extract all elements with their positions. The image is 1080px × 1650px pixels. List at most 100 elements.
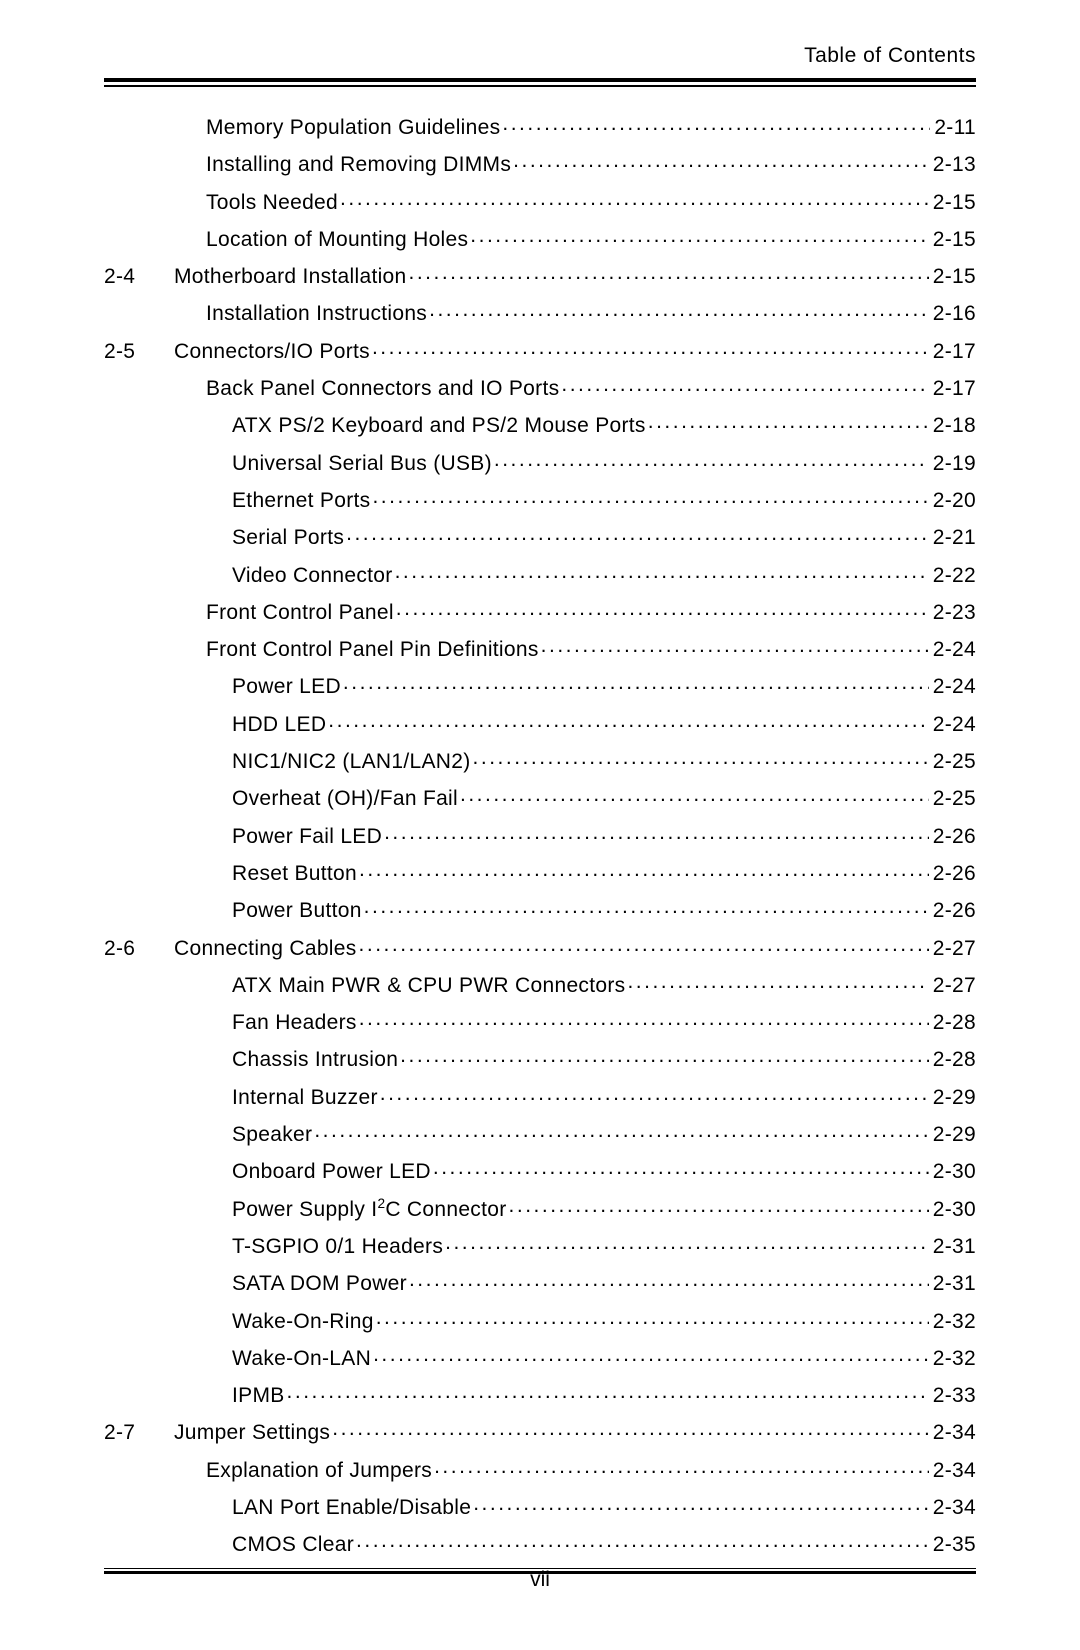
toc-row: Back Panel Connectors and IO Ports 2-17: [104, 374, 976, 399]
toc-entry-title: Speaker: [232, 1124, 312, 1145]
toc-leader-dots: [364, 896, 929, 917]
toc-row: Location of Mounting Holes2-15: [104, 225, 976, 250]
toc-leader-dots: [376, 1307, 929, 1328]
toc-entry-title: Explanation of Jumpers: [206, 1460, 432, 1481]
toc-entry-title: Front Control Panel Pin Definitions: [206, 639, 539, 660]
toc-row: Wake-On-LAN2-32: [104, 1344, 976, 1369]
toc-entry-title: LAN Port Enable/Disable: [232, 1497, 471, 1518]
toc-leader-dots: [384, 822, 929, 843]
toc-entry-title: IPMB: [232, 1385, 285, 1406]
toc-page-ref: 2-17: [931, 378, 976, 399]
toc-page-ref: 2-32: [931, 1348, 976, 1369]
toc-page-ref: 2-24: [931, 676, 976, 697]
toc-page-ref: 2-34: [931, 1497, 976, 1518]
toc-row: NIC1/NIC2 (LAN1/LAN2)2-25: [104, 747, 976, 772]
toc-page-ref: 2-34: [931, 1460, 976, 1481]
toc-row: Reset Button 2-26: [104, 859, 976, 884]
toc-leader-dots: [328, 710, 928, 731]
toc-entry-title: Video Connector: [232, 565, 393, 586]
toc-leader-dots: [287, 1381, 929, 1402]
toc-entry-title: Fan Headers: [232, 1012, 357, 1033]
toc-entry-title: Motherboard Installation: [174, 266, 407, 287]
toc-entry-title: Onboard Power LED: [232, 1161, 431, 1182]
toc-page-ref: 2-25: [931, 788, 976, 809]
toc-row: Internal Buzzer 2-29: [104, 1083, 976, 1108]
toc-leader-dots: [433, 1157, 929, 1178]
toc-page-ref: 2-34: [931, 1422, 976, 1443]
toc-page-ref: 2-26: [931, 900, 976, 921]
toc-entry-title: Chassis Intrusion: [232, 1049, 398, 1070]
toc-leader-dots: [332, 1418, 929, 1439]
toc-section-number: 2-4: [104, 266, 174, 287]
toc-page-ref: 2-29: [931, 1087, 976, 1108]
toc-page-ref: 2-15: [931, 229, 976, 250]
toc-page-ref: 2-13: [931, 154, 976, 175]
toc-page-ref: 2-27: [931, 938, 976, 959]
toc-row: Wake-On-Ring2-32: [104, 1307, 976, 1332]
toc-page-ref: 2-15: [931, 192, 976, 213]
toc-page-ref: 2-26: [931, 863, 976, 884]
toc-leader-dots: [509, 1195, 929, 1216]
page-header-title: Table of Contents: [104, 44, 976, 68]
toc-entry-title: Internal Buzzer: [232, 1087, 378, 1108]
toc-section-number: 2-5: [104, 341, 174, 362]
toc-entry-title: Serial Ports: [232, 527, 344, 548]
toc-entry-title: SATA DOM Power: [232, 1273, 407, 1294]
toc-leader-dots: [473, 1493, 929, 1514]
toc-leader-dots: [648, 411, 929, 432]
toc-leader-dots: [380, 1083, 929, 1104]
toc-page-ref: 2-24: [931, 714, 976, 735]
toc-page-ref: 2-18: [931, 415, 976, 436]
toc-page-ref: 2-29: [931, 1124, 976, 1145]
toc-page-ref: 2-20: [931, 490, 976, 511]
toc-leader-dots: [494, 449, 929, 470]
toc-row: Video Connector2-22: [104, 561, 976, 586]
toc-leader-dots: [460, 784, 929, 805]
toc-page-ref: 2-17: [931, 341, 976, 362]
toc-leader-dots: [470, 225, 928, 246]
toc-row: Front Control Panel2-23: [104, 598, 976, 623]
toc-section-number: 2-6: [104, 938, 174, 959]
toc-leader-dots: [561, 374, 928, 395]
toc-page-ref: 2-24: [931, 639, 976, 660]
toc-leader-dots: [395, 561, 929, 582]
header-rule: [104, 78, 976, 87]
toc-page-ref: 2-30: [931, 1199, 976, 1220]
toc-row: Installation Instructions2-16: [104, 299, 976, 324]
toc-page-ref: 2-15: [931, 266, 976, 287]
toc-leader-dots: [400, 1045, 929, 1066]
toc-row: Memory Population Guidelines2-11: [104, 113, 976, 138]
toc-leader-dots: [409, 262, 929, 283]
toc-entry-title: ATX Main PWR & CPU PWR Connectors: [232, 975, 625, 996]
toc-page-ref: 2-27: [931, 975, 976, 996]
toc-row: Power Supply I2C Connector2-30: [104, 1195, 976, 1220]
toc-row: Front Control Panel Pin Definitions 2-24: [104, 635, 976, 660]
toc-page-ref: 2-33: [931, 1385, 976, 1406]
toc-entry-title: Installing and Removing DIMMs: [206, 154, 511, 175]
toc-leader-dots: [541, 635, 929, 656]
toc-leader-dots: [356, 1530, 929, 1551]
toc-entry-title: Front Control Panel: [206, 602, 394, 623]
toc-entry-title: Installation Instructions: [206, 303, 427, 324]
toc-entry-title: CMOS Clear: [232, 1534, 354, 1555]
toc-row: Chassis Intrusion2-28: [104, 1045, 976, 1070]
table-of-contents: Memory Population Guidelines2-11 Installi…: [104, 113, 976, 1555]
toc-row: 2-5Connectors/IO Ports 2-17: [104, 337, 976, 362]
toc-entry-title: Jumper Settings: [174, 1422, 330, 1443]
toc-page-ref: 2-25: [931, 751, 976, 772]
toc-entry-title: Connecting Cables: [174, 938, 357, 959]
toc-entry-title: ATX PS/2 Keyboard and PS/2 Mouse Ports: [232, 415, 646, 436]
toc-entry-title: Power Button: [232, 900, 362, 921]
toc-page-ref: 2-21: [931, 527, 976, 548]
toc-entry-title: Connectors/IO Ports: [174, 341, 370, 362]
toc-entry-title: Reset Button: [232, 863, 357, 884]
toc-leader-dots: [502, 113, 930, 134]
toc-row: LAN Port Enable/Disable 2-34: [104, 1493, 976, 1518]
toc-entry-title: Tools Needed: [206, 192, 338, 213]
toc-entry-title: Wake-On-Ring: [232, 1311, 374, 1332]
toc-entry-title: Back Panel Connectors and IO Ports: [206, 378, 559, 399]
toc-row: Tools Needed 2-15: [104, 188, 976, 213]
toc-row: Universal Serial Bus (USB)2-19: [104, 449, 976, 474]
toc-row: Ethernet Ports2-20: [104, 486, 976, 511]
toc-leader-dots: [409, 1269, 929, 1290]
